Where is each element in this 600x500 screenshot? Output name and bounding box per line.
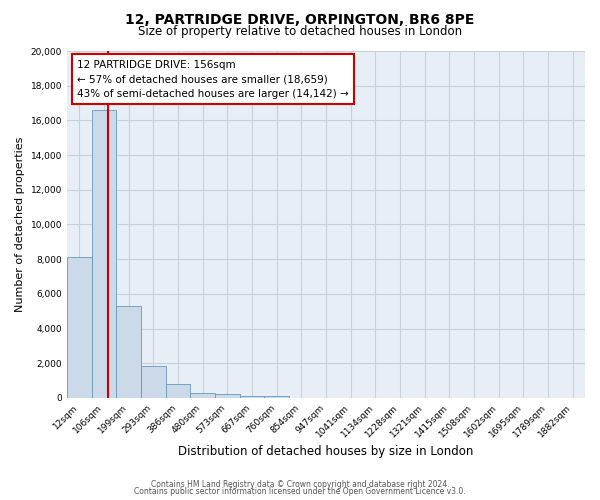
Bar bbox=[215, 394, 239, 398]
Bar bbox=[264, 396, 289, 398]
Bar bbox=[67, 256, 92, 398]
Bar bbox=[141, 366, 166, 398]
Y-axis label: Number of detached properties: Number of detached properties bbox=[15, 137, 25, 312]
Bar bbox=[166, 384, 190, 398]
X-axis label: Distribution of detached houses by size in London: Distribution of detached houses by size … bbox=[178, 444, 473, 458]
Text: 12, PARTRIDGE DRIVE, ORPINGTON, BR6 8PE: 12, PARTRIDGE DRIVE, ORPINGTON, BR6 8PE bbox=[125, 12, 475, 26]
Bar bbox=[92, 110, 116, 398]
Bar bbox=[239, 396, 264, 398]
Text: Contains public sector information licensed under the Open Government Licence v3: Contains public sector information licen… bbox=[134, 487, 466, 496]
Text: Contains HM Land Registry data © Crown copyright and database right 2024.: Contains HM Land Registry data © Crown c… bbox=[151, 480, 449, 489]
Text: Size of property relative to detached houses in London: Size of property relative to detached ho… bbox=[138, 25, 462, 38]
Bar bbox=[116, 306, 141, 398]
Text: 12 PARTRIDGE DRIVE: 156sqm
← 57% of detached houses are smaller (18,659)
43% of : 12 PARTRIDGE DRIVE: 156sqm ← 57% of deta… bbox=[77, 60, 349, 100]
Bar bbox=[190, 392, 215, 398]
